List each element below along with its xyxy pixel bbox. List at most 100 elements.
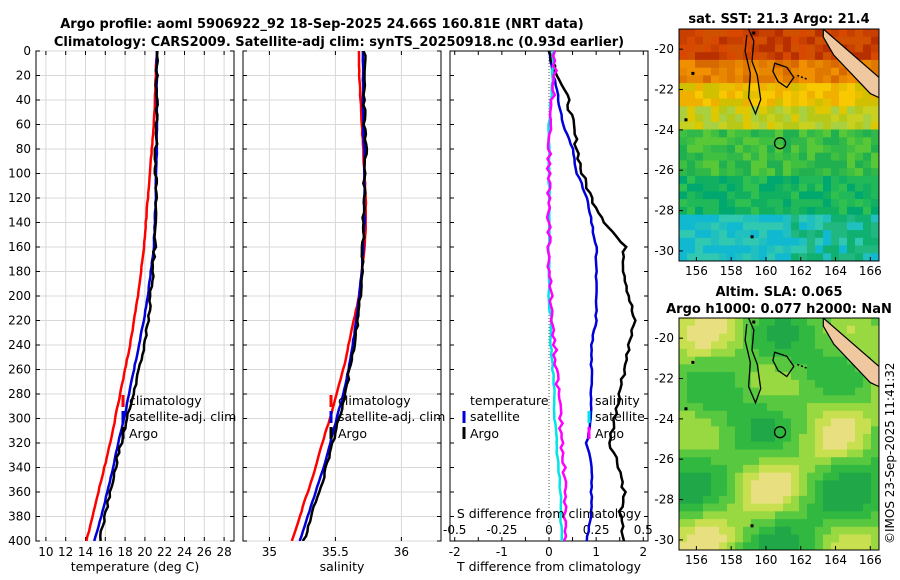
map-cell [823,160,832,169]
map-cell [823,348,832,358]
map-cell [719,90,728,100]
reef-coastline [796,74,808,81]
map-cell [735,44,744,53]
x-tick-label: -1 [496,545,508,559]
map-cell [815,449,824,458]
map-cell [679,175,688,185]
map-cell [863,457,872,466]
map-cell [679,152,688,161]
map-cell [863,29,872,38]
map-cell [831,191,840,200]
map-cell [703,410,712,420]
map-cell [719,333,728,342]
map-cell [871,114,879,123]
map-cell [839,75,848,84]
map-cell [775,230,784,239]
map-cell [679,137,688,146]
map-cell [791,199,800,208]
lon-tick-label: 158 [720,264,743,278]
map-cell [719,152,728,161]
map-cell [775,160,784,169]
map-cell [783,160,792,169]
map-cell [799,29,808,38]
map-cell [799,44,808,53]
map-cell [743,464,752,474]
map-cell [759,449,768,458]
map-cell [799,372,808,381]
map-cell [855,387,864,396]
depth-tick-label: 0 [23,44,31,58]
map-cell [743,526,752,536]
map-cell [871,36,879,45]
map-cell [855,379,864,389]
map-cell [799,542,808,550]
map-cell [743,121,752,131]
map-cell [751,480,760,489]
map-cell [703,333,712,342]
map-cell [759,168,768,177]
map-cell [695,137,704,146]
map-cell [719,503,728,512]
map-cell [719,472,728,481]
map-cell [831,145,840,154]
map-cell [759,52,768,61]
map-cell [743,191,752,200]
map-cell [735,168,744,177]
map-cell [727,387,736,396]
map-cell [775,480,784,489]
map-cell [855,52,864,61]
map-cell [767,480,776,489]
map-cell [863,426,872,435]
map-cell [751,199,760,208]
map-cell [711,253,720,261]
map-cell [751,318,760,327]
map-cell [783,183,792,192]
map-cell [767,441,776,450]
map-cell [847,75,856,84]
map-cell [831,364,840,373]
island-marker [752,31,756,35]
map-cell [807,372,816,381]
map-cell [711,52,720,61]
map-cell [863,348,872,358]
map-cell [679,214,688,223]
map-cell [783,152,792,161]
map-cell [759,129,768,138]
map-cell [823,503,832,512]
x-tick-label: 28 [216,545,231,559]
map-cell [799,325,808,334]
map-cell [751,449,760,458]
map-cell [783,222,792,231]
map-cell [839,36,848,45]
map-cell [695,191,704,200]
map-cell [735,341,744,350]
map-cell [791,503,800,512]
map-cell [767,426,776,435]
map-cell [775,356,784,365]
map-cell [711,160,720,169]
map-cell [711,318,720,327]
map-cell [783,199,792,208]
map-cell [791,464,800,474]
map-cell [719,191,728,200]
map-cell [751,90,760,100]
map-cell [839,152,848,161]
map-cell [751,168,760,177]
map-cell [727,410,736,420]
map-cell [711,341,720,350]
map-cell [735,29,744,38]
map-cell [743,418,752,427]
map-cell [727,137,736,146]
map-cell [727,90,736,100]
map-cell [847,379,856,389]
map-cell [695,206,704,216]
map-cell [719,44,728,53]
x-tick-label: 0 [545,545,553,559]
map-cell [831,418,840,427]
map-cell [775,426,784,435]
map-cell [839,410,848,420]
map-cell [815,364,824,373]
island-marker [750,524,754,528]
lon-tick-label: 160 [755,264,778,278]
map-cell [743,175,752,185]
